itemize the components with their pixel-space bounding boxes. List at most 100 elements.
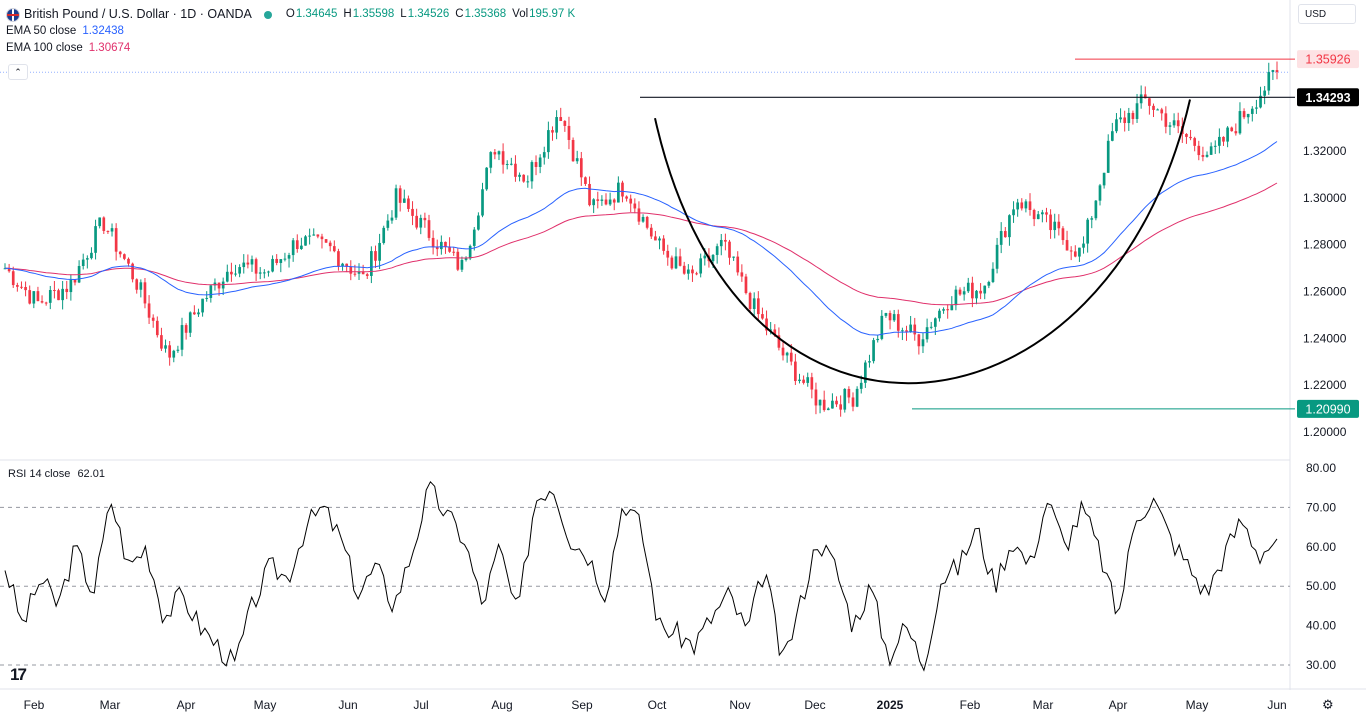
- ohlc-key: H: [343, 7, 352, 20]
- candle-body: [921, 339, 925, 347]
- candle-body: [246, 262, 250, 265]
- candle-body: [641, 216, 645, 222]
- candle-body: [250, 259, 254, 265]
- candle-body: [1139, 94, 1143, 104]
- candle-body: [295, 240, 299, 250]
- candle-body: [308, 235, 311, 237]
- candle-body: [357, 271, 361, 274]
- candle-body: [629, 198, 633, 204]
- candle-body: [324, 239, 328, 243]
- candle-body: [971, 282, 974, 299]
- candle-body: [28, 290, 32, 304]
- rsi-legend[interactable]: RSI 14 close 62.01: [8, 468, 105, 480]
- candle-body: [769, 329, 773, 331]
- tradingview-logo-icon[interactable]: 17: [10, 665, 27, 684]
- candle-body: [534, 162, 538, 167]
- candle-body: [1259, 95, 1262, 108]
- candle-body: [501, 151, 505, 165]
- candle-body: [604, 199, 608, 205]
- gear-icon[interactable]: ⚙: [1322, 697, 1334, 712]
- candle-body: [571, 139, 575, 162]
- candle-body: [180, 325, 184, 350]
- currency-selector[interactable]: USD: [1298, 4, 1356, 24]
- candle-body: [1267, 71, 1271, 91]
- price-label: 1.34293: [1305, 91, 1350, 105]
- time-axis-tick: Feb: [960, 698, 981, 712]
- candle-body: [1160, 109, 1164, 114]
- candle-body: [859, 382, 863, 389]
- candle-body: [542, 152, 546, 158]
- candle-body: [468, 245, 472, 259]
- candle-body: [1049, 214, 1052, 231]
- time-axis-tick: May: [254, 698, 277, 712]
- candle-body: [563, 120, 567, 126]
- ema50-legend[interactable]: EMA 50 close 1.32438: [6, 23, 581, 40]
- candle-body: [925, 327, 929, 340]
- candle-body: [1226, 127, 1229, 142]
- price-axis-tick: 1.24000: [1303, 331, 1347, 345]
- ohlc-value: 1.34526: [407, 7, 450, 20]
- candle-body: [419, 217, 423, 228]
- candle-body: [724, 239, 727, 242]
- collapse-legend-button[interactable]: ⌃: [8, 64, 28, 80]
- candle-body: [1275, 70, 1279, 73]
- candle-body: [703, 255, 707, 259]
- candle-body: [1152, 105, 1155, 110]
- candle-body: [193, 312, 196, 315]
- candle-body: [48, 290, 52, 303]
- candle-body: [16, 285, 19, 287]
- candle-body: [658, 238, 661, 241]
- candle-body: [452, 251, 456, 253]
- candle-body: [415, 215, 418, 228]
- candle-body: [1098, 185, 1102, 201]
- candle-body: [53, 290, 56, 292]
- time-axis-tick: Mar: [1033, 698, 1054, 712]
- candle-body: [711, 254, 715, 262]
- candle-body: [151, 317, 155, 321]
- candle-body: [505, 164, 509, 166]
- candle-body: [728, 241, 731, 258]
- price-axis-tick: 1.26000: [1303, 285, 1347, 299]
- rsi-axis-tick: 40.00: [1306, 619, 1336, 633]
- candle-body: [579, 158, 583, 178]
- candle-body: [876, 338, 880, 341]
- candle-body: [917, 334, 921, 347]
- candle-body: [1172, 120, 1176, 126]
- candle-body: [267, 271, 270, 273]
- candle-body: [147, 303, 151, 318]
- candle-body: [567, 125, 571, 140]
- candle-body: [1230, 127, 1234, 132]
- candle-body: [814, 389, 818, 406]
- ema100-legend[interactable]: EMA 100 close 1.30674: [6, 40, 581, 57]
- candle-body: [312, 234, 316, 236]
- candle-body: [715, 246, 719, 255]
- candle-body: [691, 269, 694, 274]
- price-axis-tick: 1.28000: [1303, 238, 1347, 252]
- candle-body: [143, 282, 147, 304]
- candle-body: [1003, 231, 1007, 238]
- rsi-axis-tick: 80.00: [1306, 461, 1336, 475]
- candle-body: [740, 272, 744, 277]
- candle-body: [1218, 136, 1221, 146]
- candle-body: [258, 272, 262, 274]
- candle-body: [1176, 120, 1180, 127]
- candle-body: [98, 217, 102, 227]
- candle-body: [316, 234, 320, 237]
- candle-body: [155, 320, 159, 336]
- candle-body: [1185, 133, 1188, 137]
- candle-body: [608, 199, 612, 205]
- candle-body: [1073, 251, 1077, 257]
- time-axis-tick: Feb: [24, 698, 45, 712]
- candle-body: [135, 279, 139, 290]
- candle-body: [699, 258, 703, 274]
- symbol-title[interactable]: British Pound / U.S. Dollar · 1D · OANDA: [24, 7, 252, 22]
- candle-body: [1041, 212, 1044, 215]
- candle-body: [526, 181, 530, 183]
- candle-body: [938, 310, 941, 319]
- candle-body: [1234, 131, 1238, 134]
- ohlc-value: 1.34645: [295, 7, 338, 20]
- candle-body: [950, 305, 954, 311]
- candle-body: [24, 287, 27, 291]
- candle-body: [649, 227, 653, 237]
